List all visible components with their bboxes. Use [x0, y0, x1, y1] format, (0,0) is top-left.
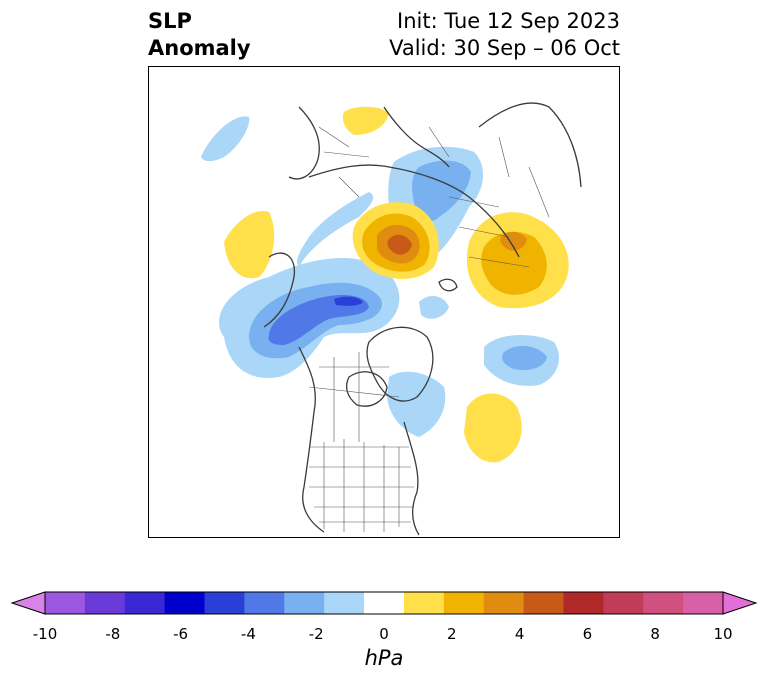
colorbar-tick-label: -10 — [32, 625, 58, 643]
title-line-2: Anomaly — [148, 36, 251, 60]
title-line-1: SLP — [148, 9, 192, 33]
colorbar-swatch — [164, 592, 206, 614]
colorbar-tick-label: 6 — [582, 625, 593, 643]
colorbar-tick-label: -8 — [105, 625, 121, 643]
colorbar-swatch — [124, 592, 166, 614]
map-panel — [148, 66, 620, 538]
colorbar-swatch — [563, 592, 604, 614]
coastlines — [263, 102, 582, 536]
colorbar-swatch — [45, 592, 86, 614]
valid-dates: Valid: 30 Sep – 06 Oct — [389, 36, 620, 60]
colorbar-swatch — [364, 592, 405, 614]
colorbar-swatch — [523, 592, 564, 614]
colorbar-tick-label: -4 — [240, 625, 256, 643]
colorbar-unit-label: hPa — [364, 646, 404, 670]
forecast-dates: Init: Tue 12 Sep 2023 Valid: 30 Sep – 06… — [389, 8, 620, 62]
colorbar-swatch — [443, 592, 485, 614]
colorbar-swatches — [10, 591, 758, 615]
colorbar-swatch — [244, 592, 285, 614]
colorbar-swatch — [204, 592, 245, 614]
colorbar-swatch — [643, 592, 684, 614]
colorbar-tick-label: 4 — [514, 625, 525, 643]
colorbar-swatch — [84, 592, 126, 614]
colorbar-tick-label: 8 — [650, 625, 660, 643]
colorbar-outline — [44, 591, 724, 615]
colorbar-swatch — [483, 592, 525, 614]
colorbar-tick-label: -2 — [308, 625, 324, 643]
colorbar-tick-label: 10 — [713, 625, 733, 643]
colorbar-tick-label: -6 — [173, 625, 189, 643]
colorbar-swatch — [403, 592, 445, 614]
colorbar-tick-label: 2 — [447, 625, 457, 643]
colorbar-swatch — [603, 592, 644, 614]
anomaly-field — [201, 106, 569, 463]
colorbar-swatch — [324, 592, 365, 614]
colorbar-tick-label: 0 — [379, 625, 389, 643]
colorbar-swatch — [683, 592, 724, 614]
map-title: SLP Anomaly — [148, 8, 251, 62]
colorbar-extend-min — [10, 591, 46, 615]
map-canvas — [201, 102, 582, 536]
colorbar-swatch — [284, 592, 325, 614]
country-borders — [308, 126, 550, 532]
init-date: Init: Tue 12 Sep 2023 — [397, 9, 620, 33]
colorbar — [10, 591, 758, 615]
colorbar-extend-max — [722, 591, 758, 615]
